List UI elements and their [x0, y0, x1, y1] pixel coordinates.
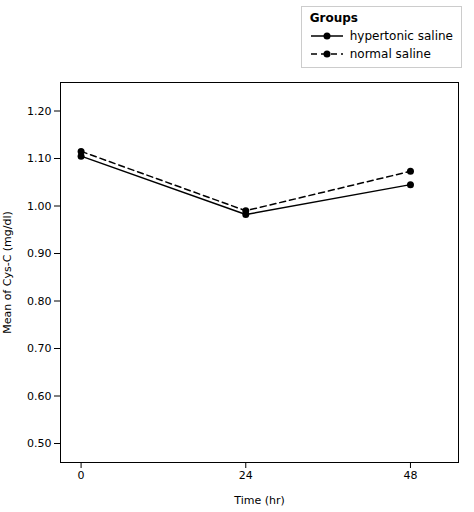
svg-text:0.60: 0.60	[27, 390, 52, 403]
html-text:hypertonic saline: hypertonic saline	[349, 29, 453, 43]
svg-text:48: 48	[403, 469, 417, 482]
svg-text:0.80: 0.80	[27, 295, 52, 308]
svg-text:1.10: 1.10	[27, 152, 52, 165]
svg-text:1.20: 1.20	[27, 105, 52, 118]
svg-text:1.00: 1.00	[27, 200, 52, 213]
html-text:Groups: Groups	[309, 11, 358, 25]
svg-text:Mean of Cys-C (mg/dl): Mean of Cys-C (mg/dl)	[1, 211, 14, 334]
svg-text:24: 24	[239, 469, 253, 482]
svg-text:Time (hr): Time (hr)	[233, 494, 285, 507]
svg-text:0.70: 0.70	[27, 342, 52, 355]
svg-text:0.90: 0.90	[27, 247, 52, 260]
html-text:normal saline: normal saline	[349, 47, 431, 61]
svg-text:0.50: 0.50	[27, 437, 52, 450]
svg-text:0: 0	[78, 469, 85, 482]
